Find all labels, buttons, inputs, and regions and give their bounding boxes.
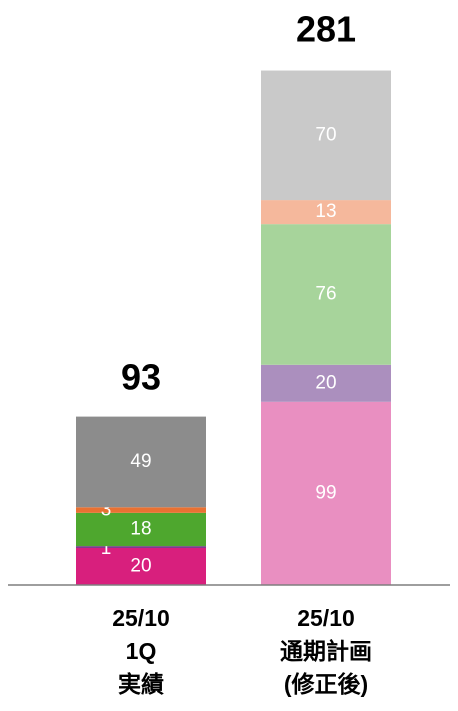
segment-label: 13	[315, 201, 336, 222]
segment-label: 76	[315, 283, 336, 304]
segment-label: 18	[130, 518, 151, 539]
total-label: 93	[121, 356, 161, 397]
segment-label: 1	[101, 538, 112, 559]
segment-label: 49	[130, 451, 151, 472]
bar-segment	[76, 507, 206, 513]
segment-label: 3	[101, 499, 112, 520]
bar-segment	[76, 547, 206, 585]
bar-segment	[261, 70, 391, 201]
segment-label: 99	[315, 482, 336, 503]
bar-segment	[76, 416, 206, 508]
bar-segment	[261, 224, 391, 365]
segment-label: 20	[130, 556, 151, 577]
total-label: 281	[296, 9, 356, 50]
bar-segment	[261, 401, 391, 585]
bar-segment	[76, 546, 206, 548]
x-tick-label: 通期計画	[280, 638, 372, 664]
x-tick-label: 実績	[118, 671, 164, 697]
x-tick-label: 25/10	[112, 605, 170, 631]
x-tick-label: 1Q	[126, 638, 157, 664]
segment-label: 20	[315, 372, 336, 393]
segment-label: 70	[315, 124, 336, 145]
bar-segment	[76, 512, 206, 547]
bar-segment	[261, 364, 391, 402]
x-tick-label: (修正後)	[284, 671, 368, 697]
bar-segment	[261, 200, 391, 225]
x-tick-label: 25/10	[297, 605, 355, 631]
